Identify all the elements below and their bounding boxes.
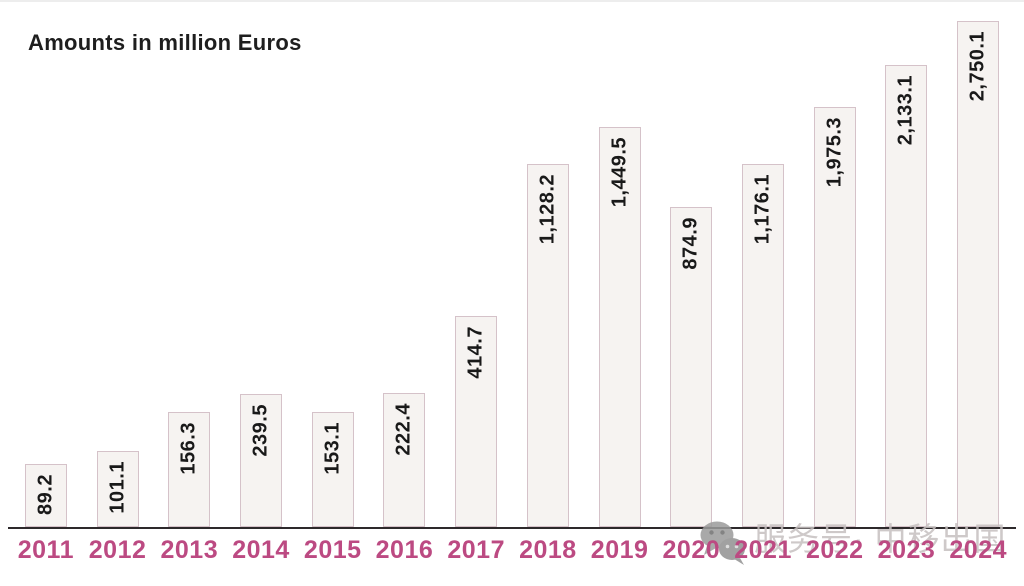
bar-column-2023: 2,133.1: [871, 65, 943, 527]
bar-2016: 222.4: [383, 393, 426, 527]
x-axis-line: [8, 527, 1016, 529]
year-label-2014: 2014: [232, 536, 290, 564]
bar-value-label-2018: 1,128.2: [536, 174, 559, 245]
bar-value-label-2023: 2,133.1: [894, 75, 917, 146]
year-label-2015: 2015: [303, 536, 362, 564]
bar-value-label-2024: 2,750.1: [966, 31, 989, 102]
year-label-2021: 2021: [734, 536, 792, 564]
bar-column-2014: 239.5: [225, 394, 297, 527]
bar-column-2022: 1,975.3: [799, 107, 871, 527]
bar-value-label-2019: 1,449.5: [608, 137, 631, 208]
bar-column-2011: 89.2: [10, 464, 82, 527]
bar-value-label-2013: 156.3: [177, 422, 200, 475]
bar-2013: 156.3: [168, 412, 211, 527]
year-label-2013: 2013: [160, 536, 219, 564]
bar-value-label-2016: 222.4: [392, 403, 415, 456]
years-row: 2011 2012 2013 2014 2015 2016 2017 2018 2019 2020…: [10, 538, 1014, 563]
bar-column-2021: 1,176.1: [727, 164, 799, 527]
year-label-2018: 2018: [519, 536, 577, 564]
bar-column-2013: 156.3: [153, 412, 225, 527]
bar-2018: 1,128.2: [526, 164, 569, 527]
bars-row: 89.2 101.1 156.3 239.5 153.1 222.4 414.7 1,128.…: [10, 21, 1014, 527]
bar-value-label-2015: 153.1: [321, 422, 344, 475]
year-label-2011: 2011: [17, 536, 74, 564]
bar-column-2012: 101.1: [82, 451, 154, 527]
bar-value-label-2020: 874.9: [679, 217, 702, 270]
bar-column-2024: 2,750.1: [942, 21, 1014, 527]
year-label-2020: 2020: [662, 536, 721, 564]
bar-column-2017: 414.7: [440, 316, 512, 527]
bar-value-label-2021: 1,176.1: [751, 174, 774, 245]
bar-column-2015: 153.1: [297, 412, 369, 527]
bar-column-2018: 1,128.2: [512, 164, 584, 527]
year-label-2017: 2017: [447, 536, 505, 564]
bar-value-label-2011: 89.2: [34, 474, 57, 515]
bar-2020: 874.9: [670, 207, 713, 527]
chart-title: Amounts in million Euros: [28, 30, 302, 55]
year-label-2012: 2012: [88, 536, 147, 564]
bar-2014: 239.5: [240, 394, 283, 527]
bar-value-label-2017: 414.7: [464, 326, 487, 379]
year-label-2023: 2023: [877, 536, 936, 564]
bar-2022: 1,975.3: [813, 107, 856, 527]
bar-column-2020: 874.9: [655, 207, 727, 527]
year-label-2019: 2019: [590, 536, 649, 564]
bar-2012: 101.1: [96, 451, 139, 527]
bar-value-label-2012: 101.1: [106, 461, 129, 514]
bar-value-label-2014: 239.5: [249, 404, 272, 457]
bar-2015: 153.1: [311, 412, 354, 527]
year-label-2016: 2016: [375, 536, 434, 564]
bar-2024: 2,750.1: [957, 21, 1000, 527]
bar-2017: 414.7: [455, 316, 498, 527]
bar-column-2019: 1,449.5: [584, 127, 656, 527]
bar-2023: 2,133.1: [885, 65, 928, 527]
bar-column-2016: 222.4: [369, 393, 441, 527]
bar-value-label-2022: 1,975.3: [823, 117, 846, 188]
bar-2021: 1,176.1: [742, 164, 785, 527]
year-label-2022: 2022: [805, 536, 864, 564]
bar-2011: 89.2: [24, 464, 67, 527]
bar-2019: 1,449.5: [598, 127, 641, 527]
year-label-2024: 2024: [949, 536, 1008, 564]
